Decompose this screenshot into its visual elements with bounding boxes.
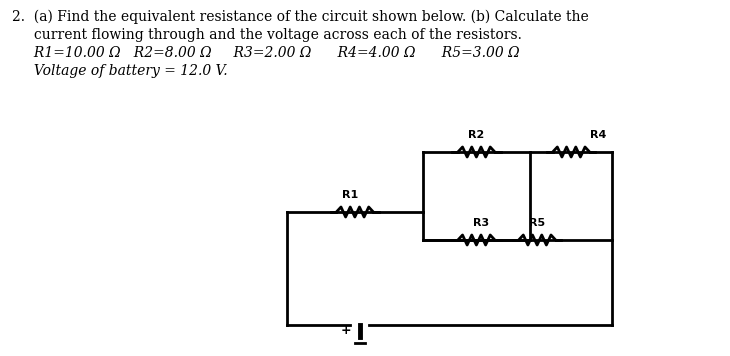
Text: R1=10.00 Ω   R2=8.00 Ω     R3=2.00 Ω      R4=4.00 Ω      R5=3.00 Ω: R1=10.00 Ω R2=8.00 Ω R3=2.00 Ω R4=4.00 Ω… xyxy=(12,46,519,60)
Text: R1: R1 xyxy=(342,190,358,200)
Text: Voltage of battery = 12.0 V.: Voltage of battery = 12.0 V. xyxy=(12,64,227,78)
Text: current flowing through and the voltage across each of the resistors.: current flowing through and the voltage … xyxy=(12,28,521,42)
Text: R4: R4 xyxy=(590,130,607,140)
Text: R2: R2 xyxy=(468,130,485,140)
Text: R3: R3 xyxy=(473,218,489,228)
Text: +: + xyxy=(341,324,351,337)
Text: R5: R5 xyxy=(529,218,545,228)
Text: 2.  (a) Find the equivalent resistance of the circuit shown below. (b) Calculate: 2. (a) Find the equivalent resistance of… xyxy=(12,10,588,25)
